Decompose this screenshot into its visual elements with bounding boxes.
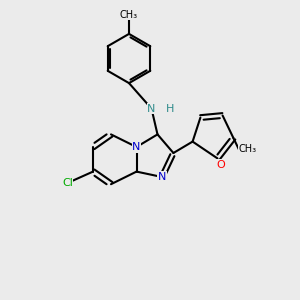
- Text: H: H: [166, 103, 175, 114]
- Text: O: O: [217, 160, 226, 170]
- Text: N: N: [147, 103, 156, 114]
- Text: Cl: Cl: [62, 178, 73, 188]
- Text: CH₃: CH₃: [120, 10, 138, 20]
- Text: N: N: [132, 142, 141, 152]
- Text: CH₃: CH₃: [238, 144, 256, 154]
- Text: N: N: [158, 172, 166, 182]
